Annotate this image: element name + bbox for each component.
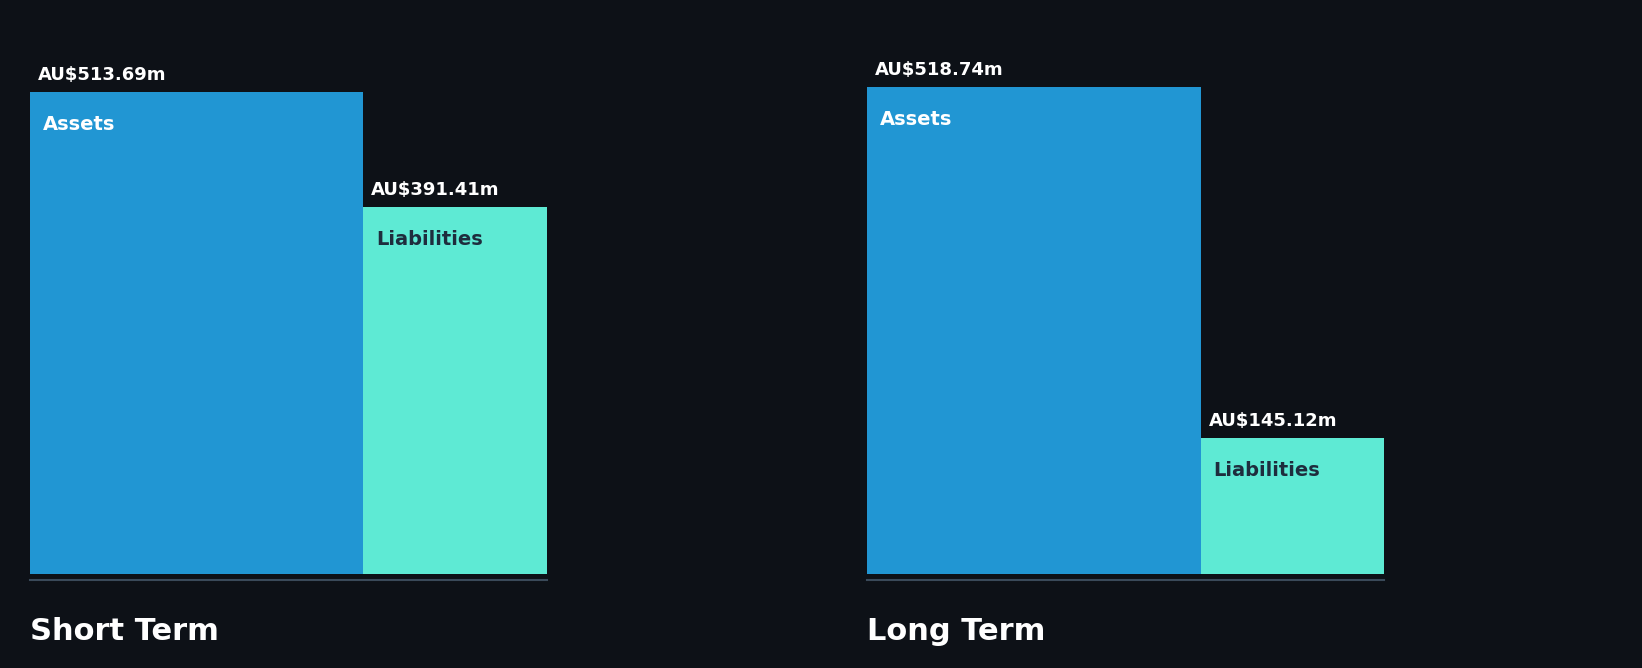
Text: Assets: Assets — [880, 110, 952, 129]
Text: AU$513.69m: AU$513.69m — [38, 65, 166, 84]
Text: AU$518.74m: AU$518.74m — [875, 61, 1003, 79]
Text: Liabilities: Liabilities — [376, 230, 483, 249]
Text: AU$145.12m: AU$145.12m — [1209, 412, 1337, 430]
Text: Long Term: Long Term — [867, 617, 1046, 646]
Bar — [363, 206, 547, 574]
Text: AU$391.41m: AU$391.41m — [371, 180, 499, 198]
Text: Liabilities: Liabilities — [1213, 462, 1320, 480]
Bar — [30, 92, 363, 574]
Text: Short Term: Short Term — [30, 617, 218, 646]
Bar — [1200, 438, 1384, 574]
Bar — [867, 87, 1200, 574]
Text: Assets: Assets — [43, 115, 115, 134]
